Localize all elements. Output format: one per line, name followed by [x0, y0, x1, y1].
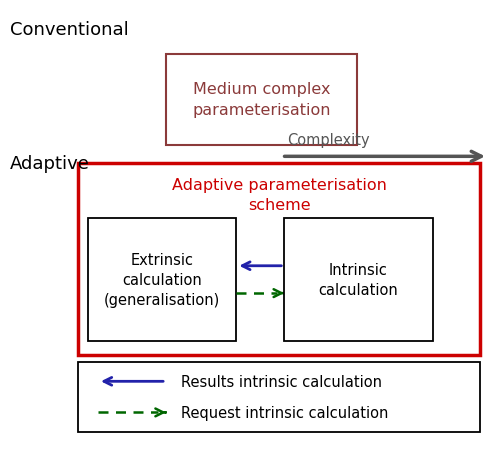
Text: Medium complex
parameterisation: Medium complex parameterisation [192, 82, 331, 118]
FancyBboxPatch shape [88, 218, 236, 341]
Text: Extrinsic
calculation
(generalisation): Extrinsic calculation (generalisation) [104, 253, 220, 307]
FancyBboxPatch shape [284, 218, 433, 341]
FancyBboxPatch shape [166, 55, 357, 146]
Text: Results intrinsic calculation: Results intrinsic calculation [181, 374, 382, 389]
FancyBboxPatch shape [78, 362, 480, 432]
Text: Request intrinsic calculation: Request intrinsic calculation [181, 405, 388, 420]
Text: Adaptive parameterisation
scheme: Adaptive parameterisation scheme [172, 177, 387, 212]
Text: Adaptive: Adaptive [10, 155, 90, 172]
Text: Intrinsic
calculation: Intrinsic calculation [318, 263, 398, 297]
Text: Complexity: Complexity [287, 133, 369, 148]
FancyBboxPatch shape [78, 164, 480, 355]
Text: Conventional: Conventional [10, 20, 129, 38]
